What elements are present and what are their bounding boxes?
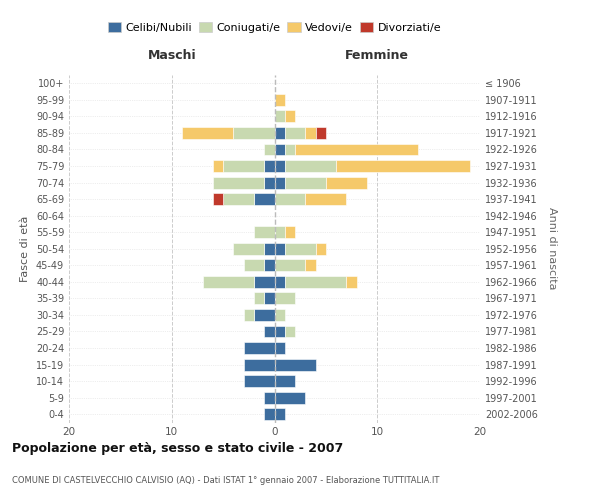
Bar [275,375,295,387]
Bar [264,160,275,172]
Bar [275,342,285,354]
Bar [244,342,275,354]
Bar [305,260,316,272]
Bar [275,292,295,304]
Bar [213,160,223,172]
Bar [254,226,275,238]
Bar [285,160,336,172]
Bar [305,127,316,139]
Y-axis label: Fasce di età: Fasce di età [20,216,30,282]
Bar [305,193,346,205]
Bar [285,144,295,156]
Bar [264,292,275,304]
Bar [213,193,223,205]
Bar [233,127,275,139]
Bar [275,94,285,106]
Bar [336,160,470,172]
Bar [254,309,275,321]
Bar [264,392,275,404]
Bar [275,127,285,139]
Bar [264,260,275,272]
Bar [223,193,254,205]
Bar [295,144,418,156]
Bar [264,326,275,338]
Bar [285,326,295,338]
Bar [213,176,264,188]
Text: Maschi: Maschi [148,49,196,62]
Y-axis label: Anni di nascita: Anni di nascita [547,208,557,290]
Bar [203,276,254,288]
Bar [223,160,264,172]
Bar [244,358,275,370]
Bar [275,243,285,254]
Bar [275,176,285,188]
Bar [316,243,326,254]
Bar [275,110,285,122]
Bar [254,276,275,288]
Bar [275,260,305,272]
Text: Popolazione per età, sesso e stato civile - 2007: Popolazione per età, sesso e stato civil… [12,442,343,455]
Bar [346,276,356,288]
Legend: Celibi/Nubili, Coniugati/e, Vedovi/e, Divorziati/e: Celibi/Nubili, Coniugati/e, Vedovi/e, Di… [103,18,446,38]
Bar [244,375,275,387]
Bar [285,243,316,254]
Bar [275,392,305,404]
Bar [275,160,285,172]
Bar [264,176,275,188]
Bar [275,193,305,205]
Bar [275,144,285,156]
Bar [285,110,295,122]
Bar [275,358,316,370]
Bar [285,127,305,139]
Bar [285,226,295,238]
Bar [285,276,346,288]
Bar [275,309,285,321]
Bar [264,144,275,156]
Bar [264,243,275,254]
Bar [254,292,264,304]
Bar [316,127,326,139]
Bar [244,260,264,272]
Bar [275,276,285,288]
Bar [275,226,285,238]
Bar [233,243,264,254]
Bar [275,326,285,338]
Bar [244,309,254,321]
Text: COMUNE DI CASTELVECCHIO CALVISIO (AQ) - Dati ISTAT 1° gennaio 2007 - Elaborazion: COMUNE DI CASTELVECCHIO CALVISIO (AQ) - … [12,476,439,485]
Text: Femmine: Femmine [345,49,409,62]
Bar [285,176,326,188]
Bar [264,408,275,420]
Bar [275,408,285,420]
Bar [326,176,367,188]
Bar [254,193,275,205]
Bar [182,127,233,139]
